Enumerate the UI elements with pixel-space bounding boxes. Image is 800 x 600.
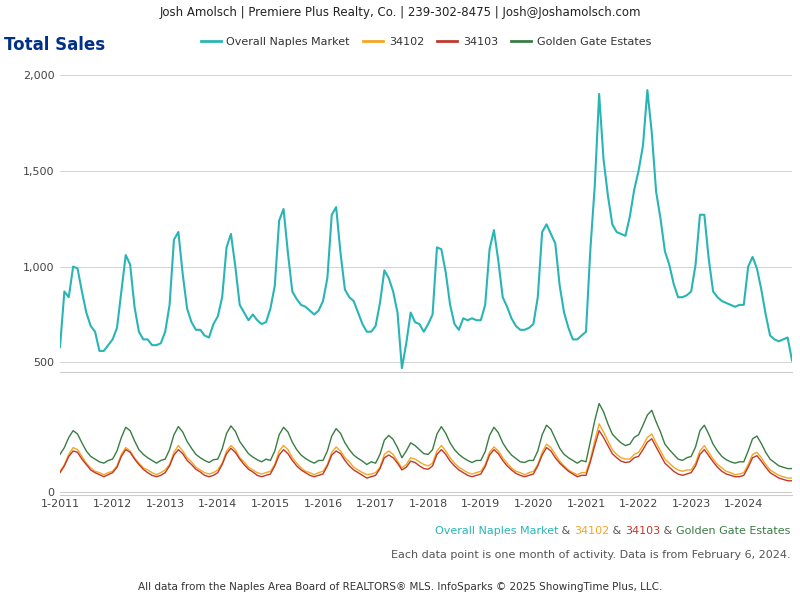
Legend: Overall Naples Market, 34102, 34103, Golden Gate Estates: Overall Naples Market, 34102, 34103, Gol… bbox=[196, 32, 656, 51]
Text: &: & bbox=[660, 526, 676, 536]
Text: &: & bbox=[610, 526, 625, 536]
Text: Josh Amolsch | Premiere Plus Realty, Co. | 239-302-8475 | Josh@Joshamolsch.com: Josh Amolsch | Premiere Plus Realty, Co.… bbox=[159, 6, 641, 19]
Text: Overall Naples Market: Overall Naples Market bbox=[435, 526, 558, 536]
Text: Golden Gate Estates: Golden Gate Estates bbox=[676, 526, 790, 536]
Text: &: & bbox=[558, 526, 574, 536]
Text: 34103: 34103 bbox=[625, 526, 660, 536]
Text: 34102: 34102 bbox=[574, 526, 610, 536]
Text: Total Sales: Total Sales bbox=[4, 36, 105, 54]
Text: All data from the Naples Area Board of REALTORS® MLS. InfoSparks © 2025 ShowingT: All data from the Naples Area Board of R… bbox=[138, 582, 662, 592]
Text: Each data point is one month of activity. Data is from February 6, 2024.: Each data point is one month of activity… bbox=[390, 550, 790, 560]
